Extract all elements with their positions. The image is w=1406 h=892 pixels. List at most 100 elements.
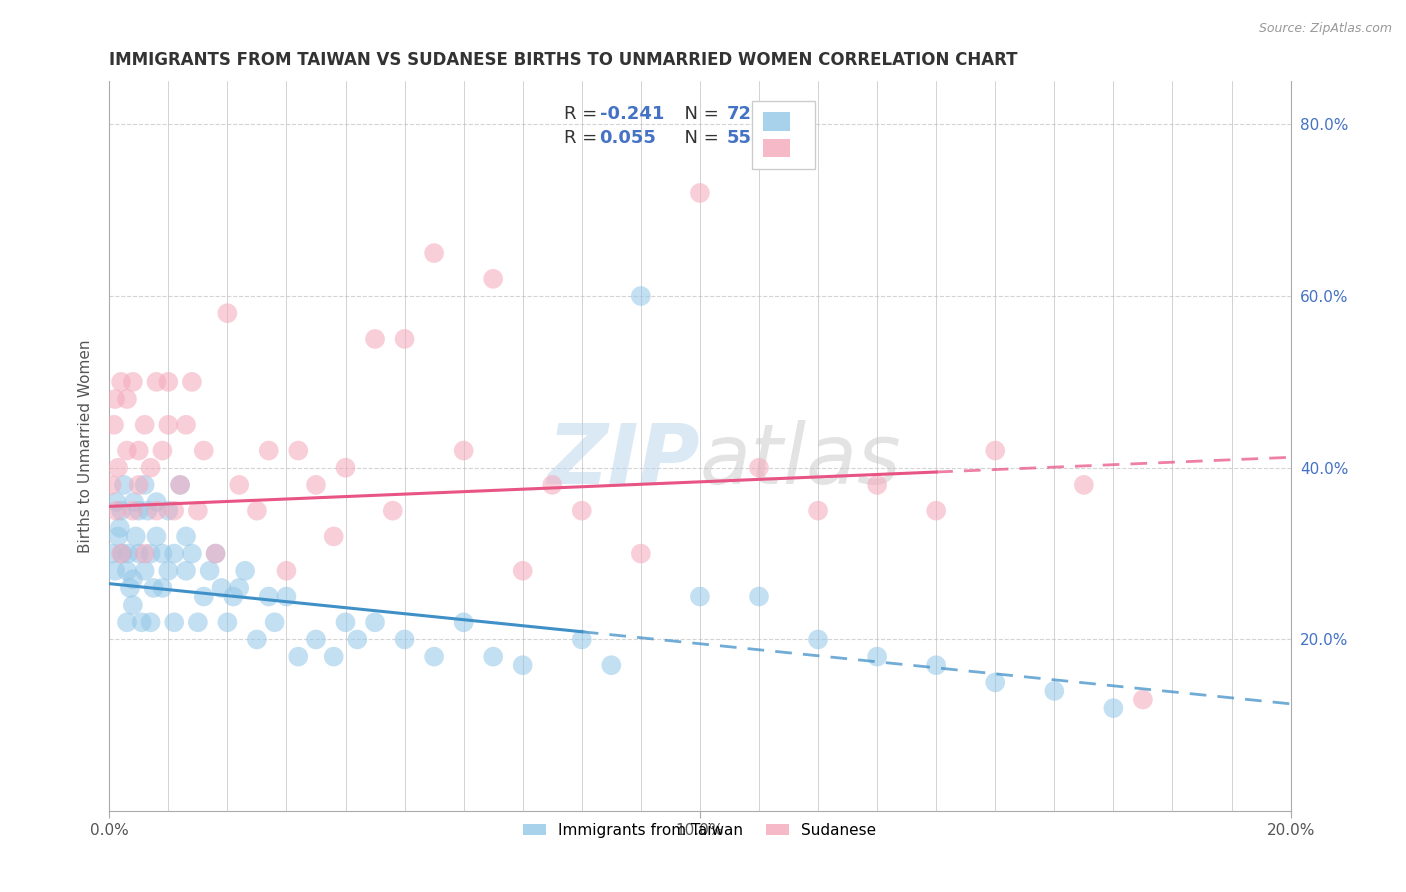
Point [110, 547, 132, 561]
Point [157, 375, 180, 389]
Point [139, 460, 162, 475]
Point [276, 590, 298, 604]
Point [1043, 684, 1066, 698]
Point [364, 332, 387, 346]
Point [689, 186, 711, 200]
Point [1073, 478, 1095, 492]
Point [866, 649, 889, 664]
Point [276, 564, 298, 578]
Point [139, 547, 162, 561]
Point [115, 615, 138, 630]
Point [152, 581, 174, 595]
Text: N =: N = [672, 105, 724, 123]
Point [246, 632, 269, 647]
Point [453, 443, 475, 458]
Point [108, 521, 131, 535]
Point [110, 503, 132, 517]
Point [157, 564, 180, 578]
Point [104, 392, 127, 406]
Point [807, 632, 830, 647]
Point [305, 632, 328, 647]
Point [118, 581, 141, 595]
Point [157, 503, 180, 517]
Point [169, 478, 191, 492]
Point [157, 417, 180, 432]
Point [103, 417, 125, 432]
Point [364, 615, 387, 630]
Point [984, 443, 1007, 458]
Point [925, 503, 948, 517]
Point [187, 615, 209, 630]
Point [204, 547, 226, 561]
Point [571, 632, 593, 647]
Y-axis label: Births to Unmarried Women: Births to Unmarried Women [79, 340, 93, 553]
Point [174, 564, 197, 578]
Point [984, 675, 1007, 690]
Point [110, 375, 132, 389]
Point [145, 529, 167, 543]
Point [134, 564, 156, 578]
Point [163, 615, 186, 630]
Point [122, 375, 145, 389]
Point [134, 478, 156, 492]
Point [512, 564, 534, 578]
Point [122, 503, 145, 517]
Point [866, 478, 889, 492]
Text: R =: R = [564, 105, 603, 123]
Point [193, 590, 215, 604]
Point [145, 375, 167, 389]
Point [134, 417, 156, 432]
Point [174, 417, 197, 432]
Point [423, 649, 446, 664]
Point [101, 547, 124, 561]
Point [233, 564, 256, 578]
Point [163, 503, 186, 517]
Point [346, 632, 368, 647]
Point [131, 615, 153, 630]
Point [263, 615, 285, 630]
Point [287, 443, 309, 458]
Point [807, 503, 830, 517]
Point [1102, 701, 1125, 715]
Point [335, 460, 357, 475]
Text: ZIP: ZIP [547, 420, 700, 501]
Point [122, 598, 145, 612]
Point [246, 503, 269, 517]
Point [748, 590, 770, 604]
Text: Source: ZipAtlas.com: Source: ZipAtlas.com [1258, 22, 1392, 36]
Point [105, 495, 128, 509]
Point [107, 529, 129, 543]
Text: atlas: atlas [700, 420, 901, 501]
Point [104, 564, 127, 578]
Point [152, 547, 174, 561]
Point [571, 503, 593, 517]
Point [145, 503, 167, 517]
Point [128, 443, 150, 458]
Point [423, 246, 446, 260]
Point [152, 443, 174, 458]
Point [482, 272, 505, 286]
Point [748, 460, 770, 475]
Point [322, 529, 344, 543]
Point [187, 503, 209, 517]
Point [600, 658, 623, 673]
Point [107, 460, 129, 475]
Point [115, 392, 138, 406]
Point [257, 590, 280, 604]
Point [115, 564, 138, 578]
Text: R =: R = [564, 129, 603, 147]
Point [204, 547, 226, 561]
Point [128, 547, 150, 561]
Point [125, 529, 148, 543]
Text: 55: 55 [727, 129, 752, 147]
Point [115, 443, 138, 458]
Text: N =: N = [672, 129, 724, 147]
Point [181, 375, 204, 389]
Text: 0.055: 0.055 [599, 129, 657, 147]
Point [134, 547, 156, 561]
Point [122, 495, 145, 509]
Point [1132, 692, 1154, 706]
Point [305, 478, 328, 492]
Point [198, 564, 221, 578]
Legend: Immigrants from Taiwan, Sudanese: Immigrants from Taiwan, Sudanese [517, 816, 883, 844]
